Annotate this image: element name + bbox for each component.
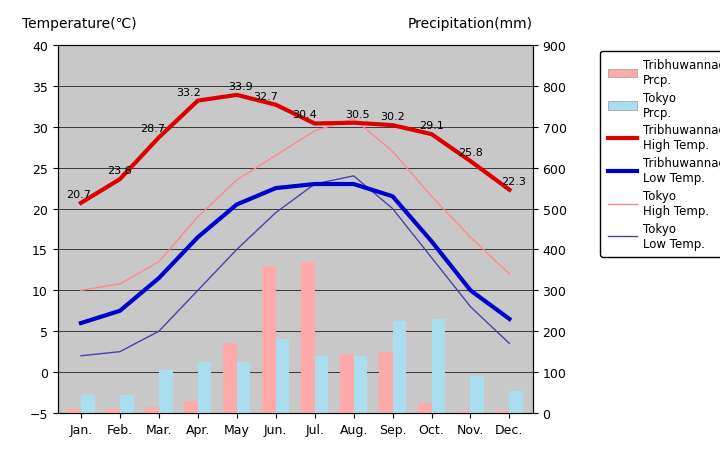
Bar: [301, 262, 315, 413]
Bar: [418, 403, 431, 413]
Bar: [81, 395, 94, 413]
Bar: [457, 411, 470, 413]
Bar: [510, 391, 523, 413]
Bar: [496, 411, 510, 413]
Text: 23.6: 23.6: [107, 166, 132, 176]
Bar: [159, 370, 173, 413]
Bar: [237, 362, 251, 413]
Bar: [276, 340, 289, 413]
Text: 33.2: 33.2: [176, 87, 200, 97]
Bar: [184, 401, 198, 413]
Bar: [145, 407, 159, 413]
Text: 29.1: 29.1: [419, 121, 444, 131]
Bar: [431, 319, 445, 413]
Bar: [223, 344, 237, 413]
Text: Precipitation(mm): Precipitation(mm): [408, 17, 533, 31]
Bar: [392, 321, 406, 413]
Bar: [470, 376, 484, 413]
Bar: [198, 362, 212, 413]
Bar: [315, 356, 328, 413]
Bar: [262, 266, 276, 413]
Text: 30.5: 30.5: [345, 109, 370, 119]
Text: 20.7: 20.7: [66, 189, 91, 199]
Text: 25.8: 25.8: [458, 148, 483, 158]
Text: 32.7: 32.7: [253, 91, 279, 101]
Legend: Tribhuwannagar
Prcp., Tokyo
Prcp., Tribhuwannagar
High Temp., Tribhuwannagar
Low: Tribhuwannagar Prcp., Tokyo Prcp., Tribh…: [600, 52, 720, 257]
Text: 28.7: 28.7: [140, 124, 166, 134]
Bar: [120, 395, 133, 413]
Text: 30.2: 30.2: [380, 112, 405, 122]
Text: 33.9: 33.9: [228, 82, 253, 92]
Bar: [354, 356, 367, 413]
Bar: [68, 409, 81, 413]
Bar: [379, 352, 392, 413]
Text: Temperature(℃): Temperature(℃): [22, 17, 137, 31]
Text: 30.4: 30.4: [292, 110, 318, 120]
Bar: [340, 354, 354, 413]
Text: 22.3: 22.3: [501, 176, 526, 186]
Bar: [107, 409, 120, 413]
